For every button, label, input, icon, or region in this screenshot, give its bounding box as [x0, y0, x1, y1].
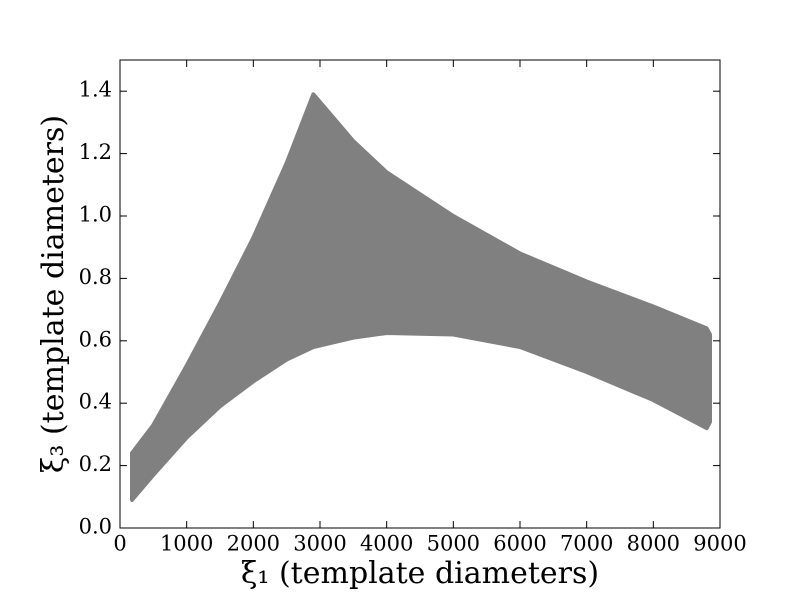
x-tick-label: 1000	[160, 532, 213, 556]
x-tick-label: 9000	[693, 532, 746, 556]
x-tick-label: 2000	[227, 532, 280, 556]
y-tick-label: 1.0	[79, 203, 112, 227]
x-tick-label: 8000	[627, 532, 680, 556]
scatter-region	[130, 92, 712, 502]
y-tick-label: 0.0	[79, 515, 112, 539]
y-tick-label: 1.2	[79, 140, 112, 164]
x-tick-label: 6000	[493, 532, 546, 556]
x-tick-label: 3000	[293, 532, 346, 556]
x-tick-label: 5000	[427, 532, 480, 556]
x-tick-label: 0	[113, 532, 126, 556]
plot-frame	[119, 59, 721, 529]
y-tick-label: 0.8	[79, 265, 112, 289]
y-axis-label: ξ₃ (template diameters)	[36, 115, 71, 473]
x-tick-label: 7000	[560, 532, 613, 556]
x-tick-label: 4000	[360, 532, 413, 556]
y-tick-label: 0.4	[79, 390, 112, 414]
y-tick-label: 1.4	[79, 78, 112, 102]
x-axis-label: ξ₁ (template diameters)	[241, 556, 599, 591]
y-tick-label: 0.6	[79, 327, 112, 351]
y-tick-label: 0.2	[79, 452, 112, 476]
